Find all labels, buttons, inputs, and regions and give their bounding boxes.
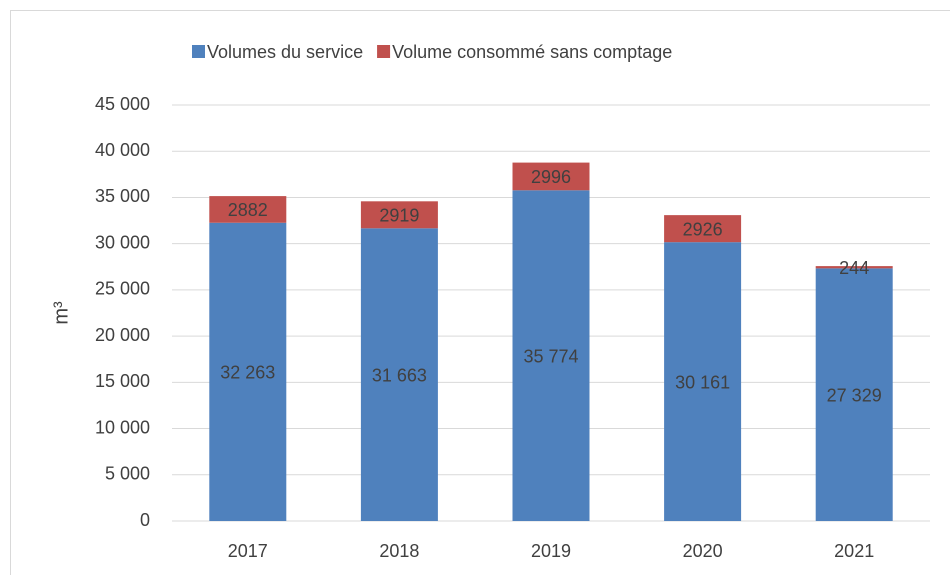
bar-segment <box>209 222 287 521</box>
legend-label: Volume consommé sans comptage <box>392 42 672 62</box>
y-tick-label: 15 000 <box>95 371 150 391</box>
data-label: 30 161 <box>675 372 730 392</box>
bar-segment <box>664 215 742 243</box>
legend-swatch <box>377 45 391 58</box>
legend-label: Volumes du service <box>207 42 363 62</box>
data-label: 2882 <box>228 200 268 220</box>
data-label: 244 <box>839 258 869 278</box>
y-axis-label: m³ <box>50 301 72 325</box>
chart-border <box>10 10 950 575</box>
data-label: 35 774 <box>523 346 578 366</box>
bar-segment <box>512 190 590 521</box>
bar-segment <box>512 162 590 191</box>
y-tick-label: 35 000 <box>95 186 150 206</box>
y-tick-label: 40 000 <box>95 140 150 160</box>
data-label: 31 663 <box>372 365 427 385</box>
data-label: 2926 <box>683 219 723 239</box>
bar-segment <box>664 242 742 521</box>
bar-segment <box>209 196 287 223</box>
bar-segment <box>360 201 438 229</box>
y-tick-label: 25 000 <box>95 279 150 299</box>
y-tick-label: 5 000 <box>105 464 150 484</box>
data-label: 27 329 <box>827 385 882 405</box>
x-tick-label: 2019 <box>531 541 571 561</box>
data-label: 2996 <box>531 167 571 187</box>
y-tick-label: 20 000 <box>95 325 150 345</box>
y-tick-label: 0 <box>140 510 150 530</box>
x-tick-label: 2021 <box>834 541 874 561</box>
y-tick-label: 30 000 <box>95 232 150 252</box>
x-tick-label: 2020 <box>683 541 723 561</box>
x-tick-label: 2018 <box>379 541 419 561</box>
bar-segment <box>815 268 893 521</box>
y-tick-label: 10 000 <box>95 417 150 437</box>
legend-swatch <box>192 45 205 58</box>
data-label: 2919 <box>379 206 419 226</box>
bar-segment <box>815 266 893 269</box>
x-tick-label: 2017 <box>228 541 268 561</box>
data-label: 32 263 <box>220 363 275 383</box>
y-tick-label: 45 000 <box>95 94 150 114</box>
bar-segment <box>360 228 438 521</box>
